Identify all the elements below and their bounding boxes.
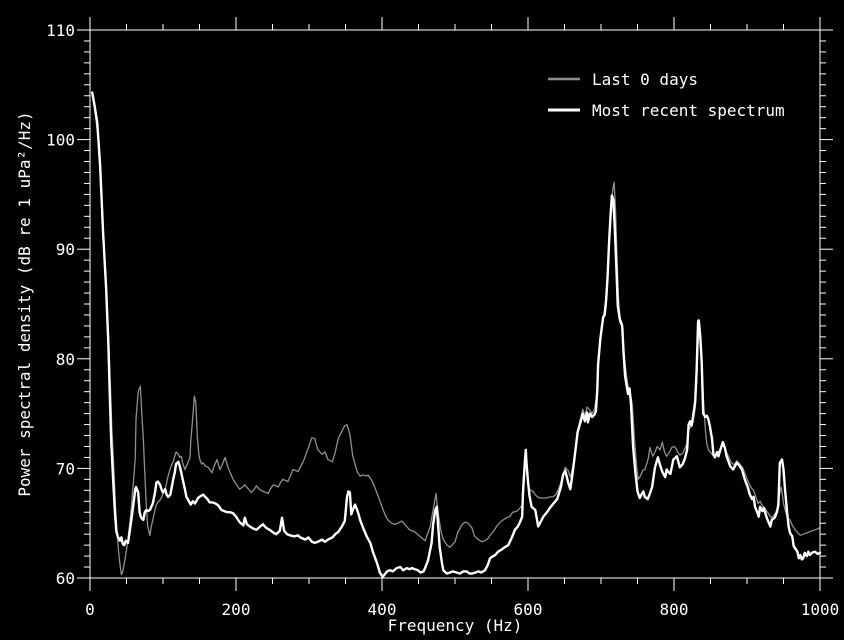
x-axis-title: Frequency (Hz) xyxy=(388,616,523,635)
series-line-last-0-days xyxy=(91,92,821,576)
legend-label-last-days: Last 0 days xyxy=(592,70,698,89)
x-tick-label: 600 xyxy=(514,600,543,619)
data-series xyxy=(90,91,822,579)
y-tick-label: 90 xyxy=(56,240,75,259)
x-tick-label: 0 xyxy=(85,600,95,619)
x-tick-label: 400 xyxy=(368,600,397,619)
y-tick-label: 80 xyxy=(56,350,75,369)
x-tick-label: 200 xyxy=(222,600,251,619)
y-axis-title: Power spectral density (dB re 1 uPa²/Hz) xyxy=(15,111,34,496)
x-tick-label: 800 xyxy=(660,600,689,619)
legend-label-most-recent: Most recent spectrum xyxy=(592,101,785,120)
legend: Last 0 days Most recent spectrum xyxy=(548,70,785,120)
y-tick-label: 60 xyxy=(56,569,75,588)
y-tick-label: 110 xyxy=(46,21,75,40)
y-tick-label: 100 xyxy=(46,131,75,150)
x-tick-label: 1000 xyxy=(801,600,840,619)
axis-tick-labels: 0 200 400 600 800 1000 60 70 80 90 100 110 xyxy=(46,21,839,619)
series-line-most-recent-spectrum xyxy=(90,91,822,579)
axis-ticks xyxy=(77,17,833,591)
y-tick-label: 70 xyxy=(56,459,75,478)
plot-frame xyxy=(89,29,821,579)
